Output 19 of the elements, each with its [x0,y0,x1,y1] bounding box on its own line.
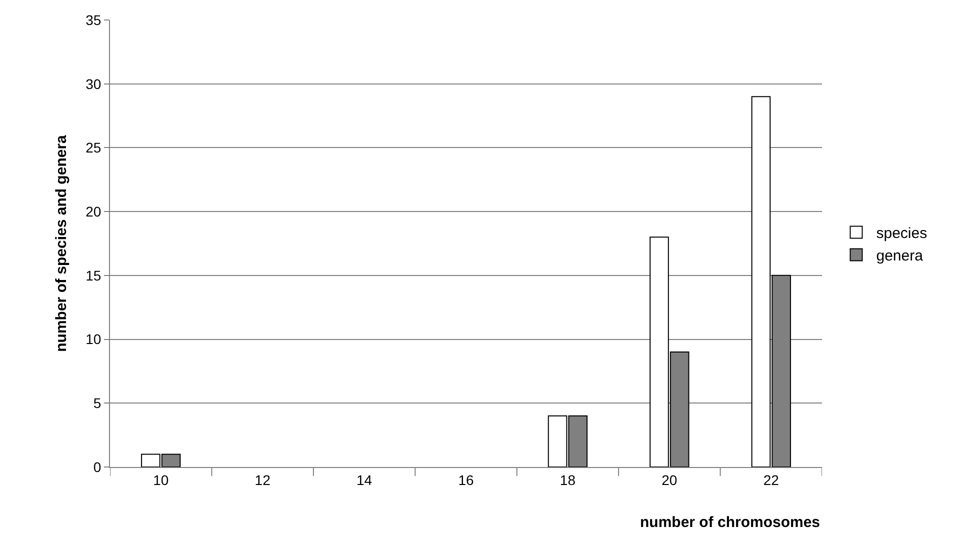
y-tick-label: 20 [86,203,102,220]
x-tick-label: 16 [458,472,474,488]
x-tick-label: 18 [560,472,576,488]
y-tick-label: 25 [86,140,102,156]
y-tick-label: 10 [86,331,102,348]
y-tick-label: 35 [86,12,102,28]
legend-label: species [876,225,928,242]
x-axis-title: number of chromosomes [640,514,820,531]
x-tick-label: 10 [153,472,169,488]
y-tick-label: 15 [86,267,102,284]
y-tick-label: 5 [93,395,102,412]
y-tick-label: 0 [93,458,102,475]
x-tick-label: 14 [356,472,372,488]
y-tick-label: 30 [86,76,102,92]
legend-label: genera [876,248,924,265]
x-tick-label: 12 [254,472,271,488]
x-tick-label: 20 [662,472,678,488]
x-tick-label: 22 [763,472,780,488]
y-axis-title: number of species and genera [52,134,70,352]
